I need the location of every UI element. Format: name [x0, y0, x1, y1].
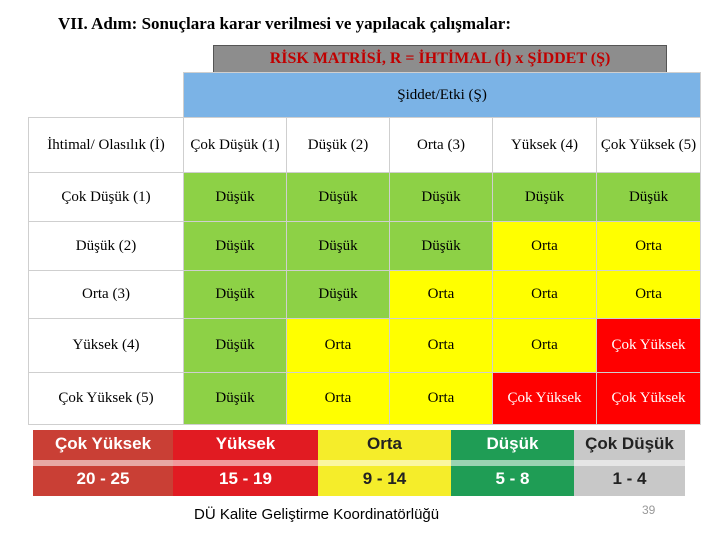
risk-cell: Düşük — [183, 270, 287, 319]
column-header: Düşük (2) — [286, 117, 390, 173]
risk-cell: Orta — [389, 372, 493, 425]
risk-cell: Düşük — [286, 270, 390, 319]
table-row: Çok Yüksek (5) Düşük Orta Orta Çok Yükse… — [28, 372, 702, 425]
slide-heading: VII. Adım: Sonuçlara karar verilmesi ve … — [58, 14, 511, 33]
table-row: Yüksek (4) Düşük Orta Orta Orta Çok Yüks… — [28, 318, 702, 373]
legend-range: 15 - 19 — [219, 469, 272, 488]
risk-cell: Düşük — [183, 372, 287, 425]
legend-divider — [574, 460, 685, 466]
legend-label: Düşük — [486, 434, 539, 453]
risk-cell: Düşük — [492, 172, 597, 222]
legend-range: 9 - 14 — [362, 469, 407, 488]
column-header: Orta (3) — [389, 117, 493, 173]
legend-divider — [173, 460, 318, 466]
legend-item-low: Düşük 5 - 8 — [451, 430, 574, 496]
legend-label: Orta — [367, 434, 402, 453]
risk-matrix-table: Şiddet/Etki (Ş) İhtimal/ Olasılık (İ) Ço… — [28, 72, 702, 425]
legend-item-medium: Orta 9 - 14 — [318, 430, 451, 496]
row-header: Orta (3) — [28, 270, 184, 319]
risk-cell: Çok Yüksek — [595, 372, 702, 425]
risk-cell: Çok Yüksek — [492, 372, 597, 425]
table-row: Düşük (2) Düşük Düşük Düşük Orta Orta — [28, 221, 702, 271]
column-header: Yüksek (4) — [492, 117, 597, 173]
risk-cell: Düşük — [183, 172, 287, 222]
risk-cell: Düşük — [183, 318, 287, 373]
risk-cell: Orta — [595, 270, 702, 319]
risk-cell: Düşük — [389, 221, 493, 271]
legend-item-very-high: Çok Yüksek 20 - 25 — [33, 430, 173, 496]
severity-header: Şiddet/Etki (Ş) — [182, 72, 702, 118]
legend-range: 5 - 8 — [495, 469, 530, 488]
risk-cell: Düşük — [286, 172, 390, 222]
legend-divider — [318, 460, 451, 466]
risk-cell: Orta — [595, 221, 702, 271]
risk-cell: Orta — [286, 318, 390, 373]
table-row: Çok Düşük (1) Düşük Düşük Düşük Düşük Dü… — [28, 172, 702, 222]
column-header: Çok Yüksek (5) — [595, 117, 702, 173]
risk-legend: Çok Yüksek 20 - 25 Yüksek 15 - 19 Orta 9… — [33, 430, 685, 496]
legend-range: 20 - 25 — [76, 469, 130, 488]
row-header: Çok Yüksek (5) — [28, 372, 184, 425]
risk-cell: Orta — [389, 318, 493, 373]
risk-cell: Düşük — [595, 172, 702, 222]
legend-range: 1 - 4 — [612, 469, 647, 488]
risk-cell: Orta — [286, 372, 390, 425]
risk-cell: Orta — [492, 318, 597, 373]
legend-item-very-low: Çok Düşük 1 - 4 — [574, 430, 685, 496]
legend-divider — [451, 460, 574, 466]
legend-item-high: Yüksek 15 - 19 — [173, 430, 318, 496]
matrix-title: RİSK MATRİSİ, R = İHTİMAL (İ) x ŞİDDET (… — [213, 45, 667, 73]
blank-corner — [28, 72, 184, 118]
risk-cell: Orta — [389, 270, 493, 319]
risk-cell: Orta — [492, 221, 597, 271]
column-header: Çok Düşük (1) — [183, 117, 287, 173]
probability-header: İhtimal/ Olasılık (İ) — [28, 117, 184, 173]
risk-cell: Çok Yüksek — [595, 318, 702, 373]
legend-label: Yüksek — [215, 434, 276, 453]
risk-cell: Düşük — [183, 221, 287, 271]
risk-cell: Orta — [492, 270, 597, 319]
risk-cell: Düşük — [286, 221, 390, 271]
footer-text: DÜ Kalite Geliştirme Koordinatörlüğü — [194, 506, 440, 523]
row-header: Çok Düşük (1) — [28, 172, 184, 222]
legend-divider — [33, 460, 173, 466]
table-row: Orta (3) Düşük Düşük Orta Orta Orta — [28, 270, 702, 319]
legend-label: Çok Yüksek — [54, 434, 152, 453]
legend-label: Çok Düşük — [585, 434, 674, 453]
page-number: 39 — [642, 503, 656, 517]
row-header: Düşük (2) — [28, 221, 184, 271]
risk-cell: Düşük — [389, 172, 493, 222]
row-header: Yüksek (4) — [28, 318, 184, 373]
